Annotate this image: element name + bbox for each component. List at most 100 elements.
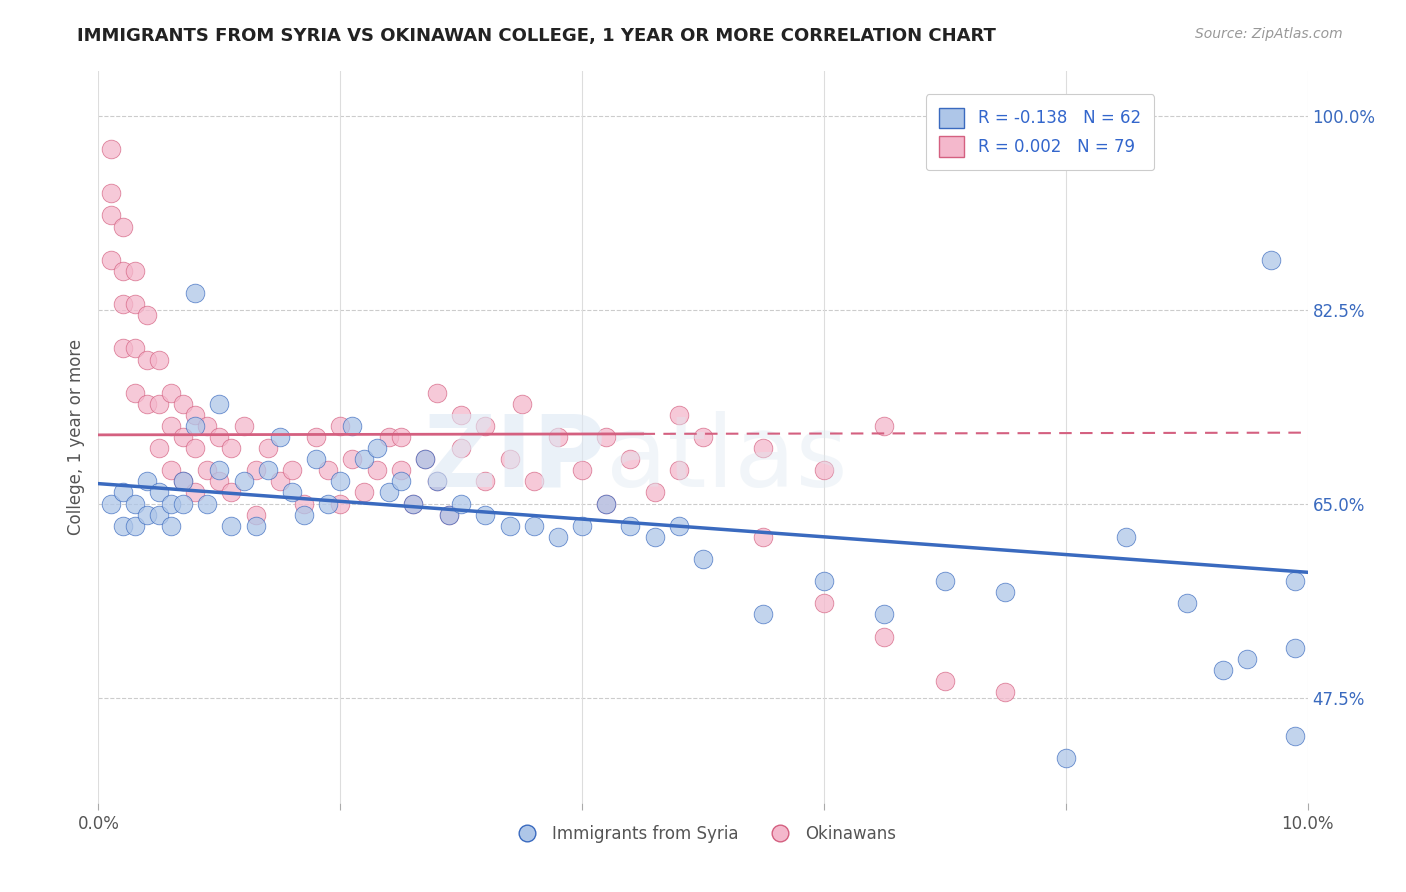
- Point: [595, 497, 617, 511]
- Point: [873, 630, 896, 644]
- Point: [208, 475, 231, 489]
- Point: [450, 408, 472, 422]
- Point: [752, 607, 775, 622]
- Point: [135, 397, 157, 411]
- Point: [813, 596, 835, 610]
- Point: [523, 518, 546, 533]
- Point: [111, 297, 134, 311]
- Point: [111, 264, 134, 278]
- Text: atlas: atlas: [606, 410, 848, 508]
- Point: [1260, 252, 1282, 267]
- Point: [450, 441, 472, 455]
- Point: [232, 419, 254, 434]
- Point: [389, 475, 412, 489]
- Point: [184, 485, 207, 500]
- Point: [366, 441, 388, 455]
- Point: [692, 552, 714, 566]
- Point: [232, 475, 254, 489]
- Point: [547, 530, 569, 544]
- Point: [305, 430, 328, 444]
- Point: [245, 463, 267, 477]
- Point: [100, 186, 122, 201]
- Point: [342, 452, 364, 467]
- Point: [160, 385, 183, 400]
- Point: [111, 342, 134, 356]
- Point: [160, 463, 183, 477]
- Point: [474, 508, 496, 522]
- Point: [256, 441, 278, 455]
- Point: [934, 673, 956, 688]
- Point: [994, 585, 1017, 599]
- Point: [195, 497, 218, 511]
- Point: [595, 497, 617, 511]
- Text: IMMIGRANTS FROM SYRIA VS OKINAWAN COLLEGE, 1 YEAR OR MORE CORRELATION CHART: IMMIGRANTS FROM SYRIA VS OKINAWAN COLLEG…: [77, 27, 997, 45]
- Text: ZIP: ZIP: [423, 410, 606, 508]
- Point: [329, 419, 352, 434]
- Point: [148, 508, 170, 522]
- Point: [111, 485, 134, 500]
- Point: [402, 497, 425, 511]
- Point: [124, 342, 146, 356]
- Point: [208, 430, 231, 444]
- Point: [994, 685, 1017, 699]
- Point: [437, 508, 460, 522]
- Point: [124, 497, 146, 511]
- Point: [221, 485, 243, 500]
- Point: [292, 508, 315, 522]
- Point: [135, 308, 157, 322]
- Point: [208, 463, 231, 477]
- Point: [148, 352, 170, 367]
- Point: [184, 441, 207, 455]
- Point: [510, 397, 533, 411]
- Point: [668, 408, 690, 422]
- Point: [148, 485, 170, 500]
- Point: [377, 485, 399, 500]
- Point: [873, 607, 896, 622]
- Point: [172, 497, 194, 511]
- Point: [256, 463, 278, 477]
- Point: [281, 485, 304, 500]
- Point: [245, 508, 267, 522]
- Point: [644, 485, 666, 500]
- Point: [389, 463, 412, 477]
- Point: [124, 297, 146, 311]
- Point: [1284, 640, 1306, 655]
- Point: [813, 463, 835, 477]
- Point: [316, 497, 339, 511]
- Point: [668, 518, 690, 533]
- Point: [124, 385, 146, 400]
- Point: [353, 452, 375, 467]
- Point: [1284, 729, 1306, 743]
- Point: [184, 408, 207, 422]
- Point: [426, 385, 449, 400]
- Point: [195, 419, 218, 434]
- Point: [474, 475, 496, 489]
- Point: [450, 497, 472, 511]
- Point: [124, 518, 146, 533]
- Point: [1175, 596, 1198, 610]
- Point: [160, 518, 183, 533]
- Point: [100, 209, 122, 223]
- Point: [111, 219, 134, 234]
- Point: [135, 508, 157, 522]
- Point: [305, 452, 328, 467]
- Point: [619, 452, 641, 467]
- Point: [426, 475, 449, 489]
- Point: [184, 419, 207, 434]
- Point: [1212, 663, 1234, 677]
- Point: [498, 518, 520, 533]
- Point: [873, 419, 896, 434]
- Point: [172, 475, 194, 489]
- Point: [195, 463, 218, 477]
- Point: [100, 252, 122, 267]
- Point: [100, 497, 122, 511]
- Point: [208, 397, 231, 411]
- Point: [148, 397, 170, 411]
- Point: [377, 430, 399, 444]
- Point: [353, 485, 375, 500]
- Point: [329, 475, 352, 489]
- Point: [389, 430, 412, 444]
- Point: [172, 397, 194, 411]
- Point: [329, 497, 352, 511]
- Point: [292, 497, 315, 511]
